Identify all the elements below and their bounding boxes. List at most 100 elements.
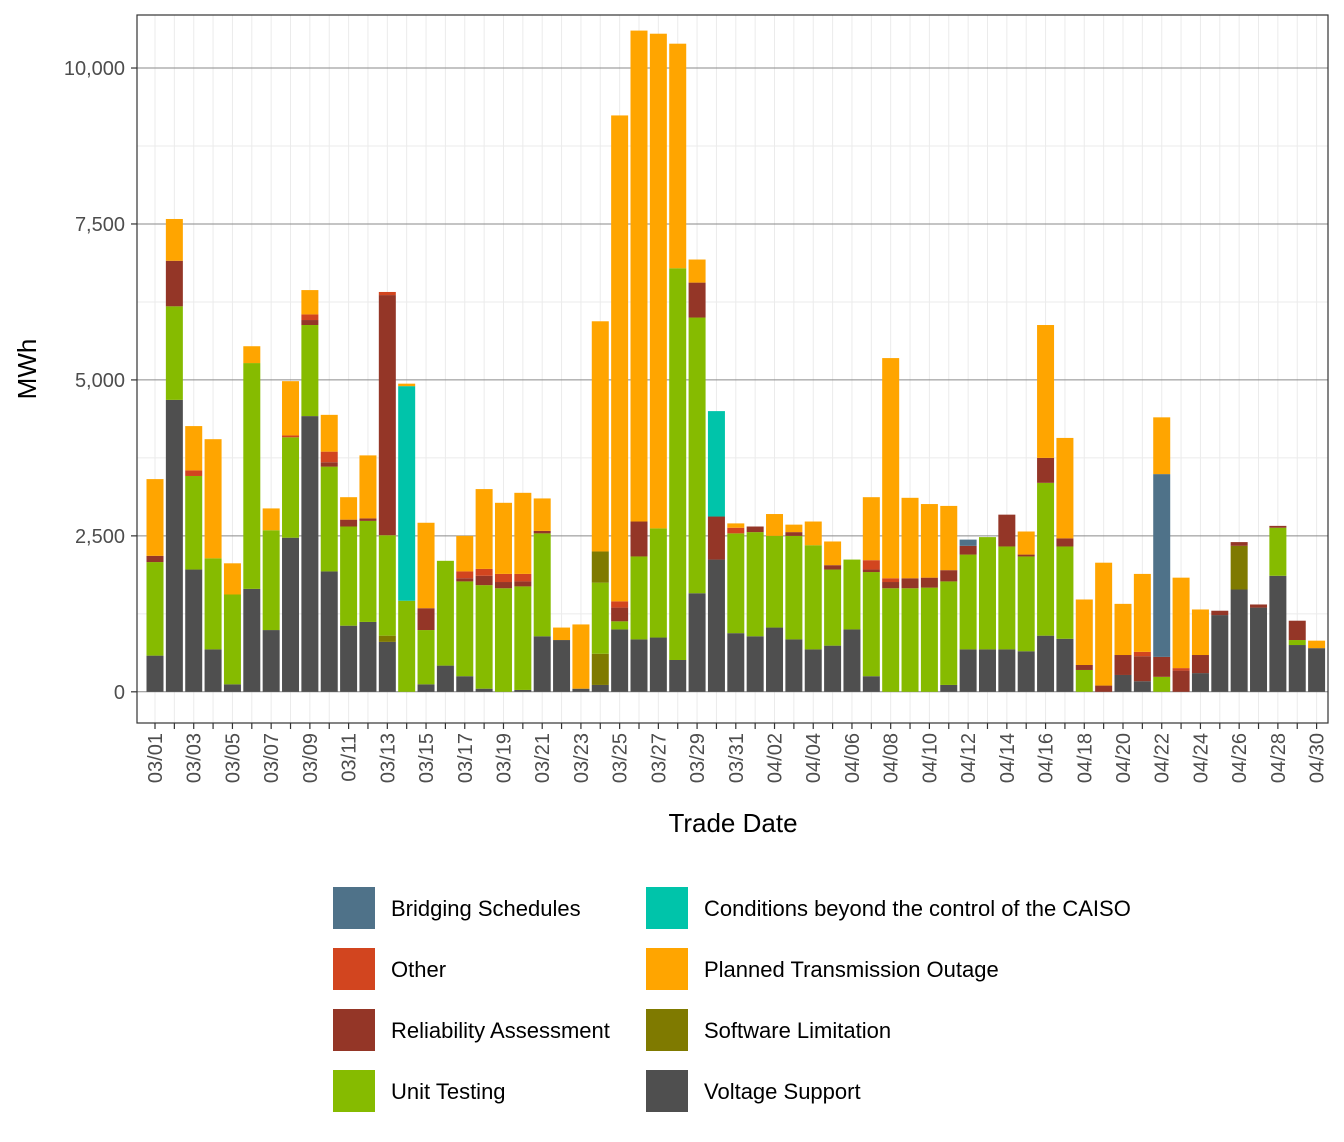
bar-segment xyxy=(630,556,648,640)
bar-segment xyxy=(378,535,396,636)
bars-layer xyxy=(146,30,1326,692)
bar-segment xyxy=(959,554,977,650)
bar-segment xyxy=(940,505,958,571)
bar-segment xyxy=(1133,573,1151,652)
bar-segment xyxy=(785,535,803,640)
bar-segment xyxy=(146,555,164,563)
bar-segment xyxy=(165,306,183,400)
bar-segment xyxy=(185,569,203,692)
bar-segment xyxy=(282,437,300,538)
bar-segment xyxy=(824,565,842,570)
bar-segment xyxy=(766,627,784,692)
bar-segment xyxy=(1191,655,1209,674)
bar-segment xyxy=(804,649,822,692)
bar-segment xyxy=(146,479,164,556)
bar-segment xyxy=(1230,589,1248,692)
bar-segment xyxy=(940,684,958,692)
bar-segment xyxy=(1153,676,1171,692)
bar-segment xyxy=(766,514,784,536)
bar-segment xyxy=(727,527,745,534)
bar-segment xyxy=(204,439,222,559)
y-axis: 0 2,500 5,000 7,500 10,000 xyxy=(64,58,137,704)
bar-segment xyxy=(378,641,396,692)
bar-segment xyxy=(340,625,358,692)
bar-segment xyxy=(998,649,1016,692)
bar-segment xyxy=(998,514,1016,547)
bar-segment xyxy=(204,649,222,692)
bar-segment xyxy=(1017,554,1035,557)
bar-segment xyxy=(1172,670,1190,692)
bar-segment xyxy=(1288,640,1306,646)
bar-segment xyxy=(475,688,493,692)
x-tick-label: 03/15 xyxy=(416,733,438,783)
bar-segment xyxy=(1114,655,1132,675)
bar-segment xyxy=(1153,474,1171,657)
bar-segment xyxy=(746,526,764,533)
bar-segment xyxy=(611,629,629,692)
bar-segment xyxy=(630,30,648,522)
bar-segment xyxy=(920,504,938,578)
bar-segment xyxy=(282,381,300,436)
legend-swatch xyxy=(333,1009,375,1051)
bar-segment xyxy=(591,684,609,692)
bar-segment xyxy=(1017,651,1035,692)
bar-segment xyxy=(514,492,532,574)
bar-segment xyxy=(282,537,300,692)
bar-segment xyxy=(901,578,919,589)
legend-swatch xyxy=(333,1070,375,1112)
bar-segment xyxy=(553,640,571,692)
bar-segment xyxy=(591,582,609,654)
bar-segment xyxy=(1037,325,1055,458)
bar-segment xyxy=(1191,609,1209,656)
legend: Bridging Schedules Other Reliability Asses… xyxy=(333,887,1131,1112)
bar-segment xyxy=(475,489,493,569)
bar-segment xyxy=(340,526,358,626)
bar-segment xyxy=(1056,538,1074,547)
bar-segment xyxy=(978,649,996,692)
bar-segment xyxy=(572,624,590,689)
legend-label: Voltage Support xyxy=(704,1079,861,1104)
bar-segment xyxy=(1153,417,1171,475)
bar-segment xyxy=(1075,669,1093,692)
bar-segment xyxy=(243,588,261,692)
bar-segment xyxy=(1250,607,1268,692)
bar-segment xyxy=(901,497,919,579)
bar-segment xyxy=(494,588,512,692)
bar-segment xyxy=(475,575,493,586)
bar-segment xyxy=(185,470,203,476)
bar-segment xyxy=(223,594,241,685)
bar-segment xyxy=(494,502,512,574)
bar-segment xyxy=(1191,673,1209,692)
x-tick-label: 03/11 xyxy=(339,733,361,782)
bar-segment xyxy=(862,560,880,570)
x-tick-label: 03/01 xyxy=(145,733,167,783)
bar-segment xyxy=(688,593,706,692)
bar-segment xyxy=(707,411,725,517)
bar-segment xyxy=(1075,599,1093,665)
bar-segment xyxy=(243,363,261,589)
bar-segment xyxy=(398,386,416,601)
bar-segment xyxy=(940,581,958,685)
bar-segment xyxy=(1114,674,1132,692)
bar-segment xyxy=(1211,610,1229,616)
bar-segment xyxy=(1114,603,1132,656)
bar-segment xyxy=(456,571,474,579)
bar-segment xyxy=(688,317,706,594)
x-tick-label: 03/25 xyxy=(610,733,632,783)
bar-segment xyxy=(978,537,996,650)
bar-segment xyxy=(669,268,687,660)
bar-segment xyxy=(669,43,687,269)
bar-segment xyxy=(1230,545,1248,590)
bar-segment xyxy=(165,399,183,692)
bar-segment xyxy=(785,639,803,692)
bar-segment xyxy=(843,559,861,630)
bar-segment xyxy=(611,115,629,602)
bar-segment xyxy=(301,290,319,315)
bar-segment xyxy=(417,684,435,692)
bar-segment xyxy=(514,581,532,587)
x-tick-label: 04/18 xyxy=(1074,733,1096,783)
x-tick-label: 04/08 xyxy=(881,733,903,783)
bar-segment xyxy=(1269,575,1287,692)
bar-segment xyxy=(320,466,338,572)
bar-segment xyxy=(1095,562,1113,686)
